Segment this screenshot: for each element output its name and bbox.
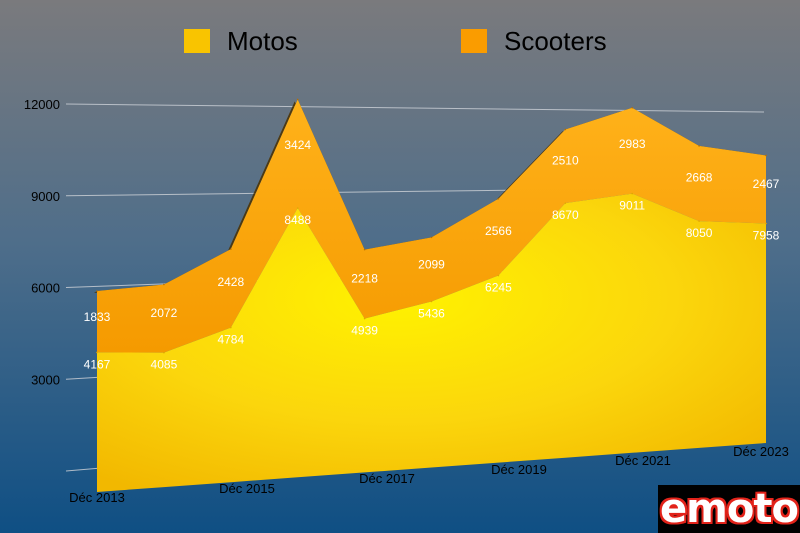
data-label-motos: 5436 [418, 306, 445, 320]
scooters-point [96, 290, 98, 292]
axis-labels: 3000 6000 9000 12000 Déc 2013 Déc 2015 Déc 201… [24, 97, 789, 505]
legend-swatch-scooters [461, 29, 487, 53]
x-tick-label: Déc 2017 [359, 471, 415, 486]
data-label-scooters: 3424 [284, 138, 311, 152]
data-label-motos: 9011 [619, 199, 645, 213]
data-label-scooters: 2218 [351, 272, 378, 286]
motos-point [564, 202, 567, 204]
motos-point [631, 192, 633, 195]
motos-point [698, 220, 700, 222]
data-label-scooters: 2467 [753, 177, 780, 191]
data-label-scooters: 2510 [552, 153, 579, 167]
motos-point [296, 207, 299, 209]
scooters-point [765, 154, 767, 157]
scooters-point [230, 248, 232, 250]
data-label-motos: 8050 [686, 226, 713, 240]
motos-point [430, 300, 433, 303]
motos-point [96, 351, 98, 354]
scooters-point [296, 98, 299, 101]
scooters-point [564, 128, 567, 131]
series-area-motos [97, 193, 766, 493]
data-label-motos: 4085 [151, 358, 178, 372]
data-label-scooters: 2072 [151, 306, 178, 320]
motos-point [230, 326, 232, 329]
area-layer [94, 98, 767, 493]
x-tick-label: Déc 2023 [733, 444, 789, 459]
data-label-motos: 4784 [217, 333, 244, 347]
data-label-scooters: 2983 [619, 137, 646, 151]
data-label-motos: 4167 [84, 357, 111, 371]
legend-label-motos: Motos [227, 26, 298, 56]
data-label-motos: 7958 [753, 228, 780, 242]
legend-swatch-motos [184, 29, 210, 53]
motos-point [363, 317, 366, 320]
legend: Motos Scooters [184, 26, 607, 56]
data-label-motos: 6245 [485, 281, 512, 295]
motos-point [163, 351, 165, 354]
x-tick-label: Déc 2013 [69, 490, 125, 505]
emoto-logo: emoto [658, 485, 800, 533]
y-tick-label: 12000 [24, 97, 60, 112]
legend-label-scooters: Scooters [504, 26, 607, 56]
x-tick-label: Déc 2019 [491, 462, 547, 477]
data-label-scooters: 2668 [686, 170, 713, 184]
data-label-motos: 8670 [552, 208, 579, 222]
data-label-scooters: 2099 [418, 257, 445, 271]
gridline [65, 103, 765, 113]
data-label-motos: 8488 [284, 213, 311, 227]
motos-point [497, 274, 500, 277]
data-label-motos: 4939 [351, 324, 378, 338]
motos-point [765, 222, 767, 225]
y-tick-label: 6000 [31, 281, 60, 296]
scooters-point [698, 145, 700, 147]
data-label-scooters: 1833 [84, 310, 111, 324]
x-tick-label: Déc 2015 [219, 481, 275, 496]
data-label-scooters: 2566 [485, 224, 512, 238]
scooters-point [363, 248, 366, 251]
scooters-point [163, 283, 165, 286]
scooters-point [430, 236, 433, 239]
scooters-point [631, 106, 633, 109]
data-labels: 4167 1833 4085 2072 4784 2428 8488 3424 4939 2218… [84, 137, 780, 372]
scooters-point [497, 197, 500, 200]
data-label-scooters: 2428 [217, 275, 244, 289]
x-tick-label: Déc 2021 [615, 453, 671, 468]
y-tick-label: 3000 [31, 372, 60, 387]
series-area-scooters [97, 99, 766, 353]
y-tick-label: 9000 [31, 189, 60, 204]
